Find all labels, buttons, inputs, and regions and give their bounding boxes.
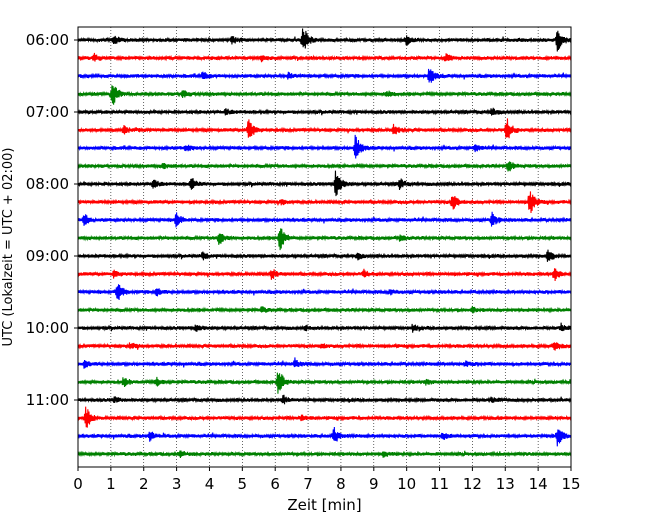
x-tick-label: 11 (430, 475, 449, 493)
trace-row-1115 (77, 406, 572, 428)
y-axis: 06:00 07:00 08:00 09:00 10:00 11:00 (26, 31, 78, 409)
trace-row-1015 (77, 342, 572, 351)
y-tick-label: 07:00 (26, 103, 69, 121)
trace-row-0745 (77, 161, 572, 172)
x-tick-label: 13 (496, 475, 515, 493)
trace-row-0845 (77, 228, 572, 251)
x-tick-label: 9 (369, 475, 379, 493)
y-tick-label: 06:00 (26, 31, 69, 49)
trace-row-0615 (77, 52, 572, 63)
trace-row-1045 (77, 372, 572, 394)
y-tick-label: 09:00 (26, 247, 69, 265)
trace-row-0900 (77, 249, 572, 262)
y-axis-label: UTC (Lokalzeit = UTC + 02:00) (1, 148, 16, 347)
x-tick-label: 4 (205, 475, 215, 493)
trace-row-0915 (77, 268, 572, 281)
x-tick-label: 5 (238, 475, 248, 493)
trace-row-0645 (77, 85, 572, 105)
trace-row-0700 (77, 107, 572, 116)
x-tick-label: 0 (73, 475, 83, 493)
trace-row-0830 (77, 211, 572, 228)
grid-layer (110, 27, 539, 467)
trace-row-0600 (77, 28, 572, 52)
x-tick-label: 6 (270, 475, 280, 493)
trace-row-0730 (77, 134, 572, 159)
trace-row-0930 (77, 284, 572, 301)
trace-row-1100 (77, 394, 572, 405)
trace-row-0945 (77, 305, 572, 314)
x-tick-label: 14 (529, 475, 548, 493)
plot-frame (77, 26, 572, 468)
y-tick-label: 11:00 (26, 391, 69, 409)
x-tick-label: 1 (106, 475, 116, 493)
trace-row-1030 (77, 357, 572, 369)
trace-row-0815 (77, 191, 572, 214)
x-tick-label: 10 (397, 475, 416, 493)
x-tick-label: 12 (463, 475, 482, 493)
y-tick-label: 08:00 (26, 175, 69, 193)
x-axis: 0 1 2 3 4 5 6 7 8 9 10 11 12 13 14 15 (73, 467, 581, 493)
traces-layer (77, 28, 572, 459)
trace-row-1130 (77, 427, 572, 447)
trace-row-1000 (77, 322, 572, 333)
trace-row-0630 (77, 68, 572, 83)
x-tick-label: 15 (561, 475, 580, 493)
x-tick-label: 3 (172, 475, 182, 493)
y-tick-label: 10:00 (26, 319, 69, 337)
trace-row-0800 (77, 170, 572, 197)
trace-row-0715 (77, 118, 572, 139)
x-tick-label: 2 (139, 475, 149, 493)
x-tick-label: 8 (336, 475, 346, 493)
trace-row-1145 (77, 450, 572, 459)
x-tick-label: 7 (303, 475, 313, 493)
x-axis-label: Zeit [min] (287, 496, 361, 514)
